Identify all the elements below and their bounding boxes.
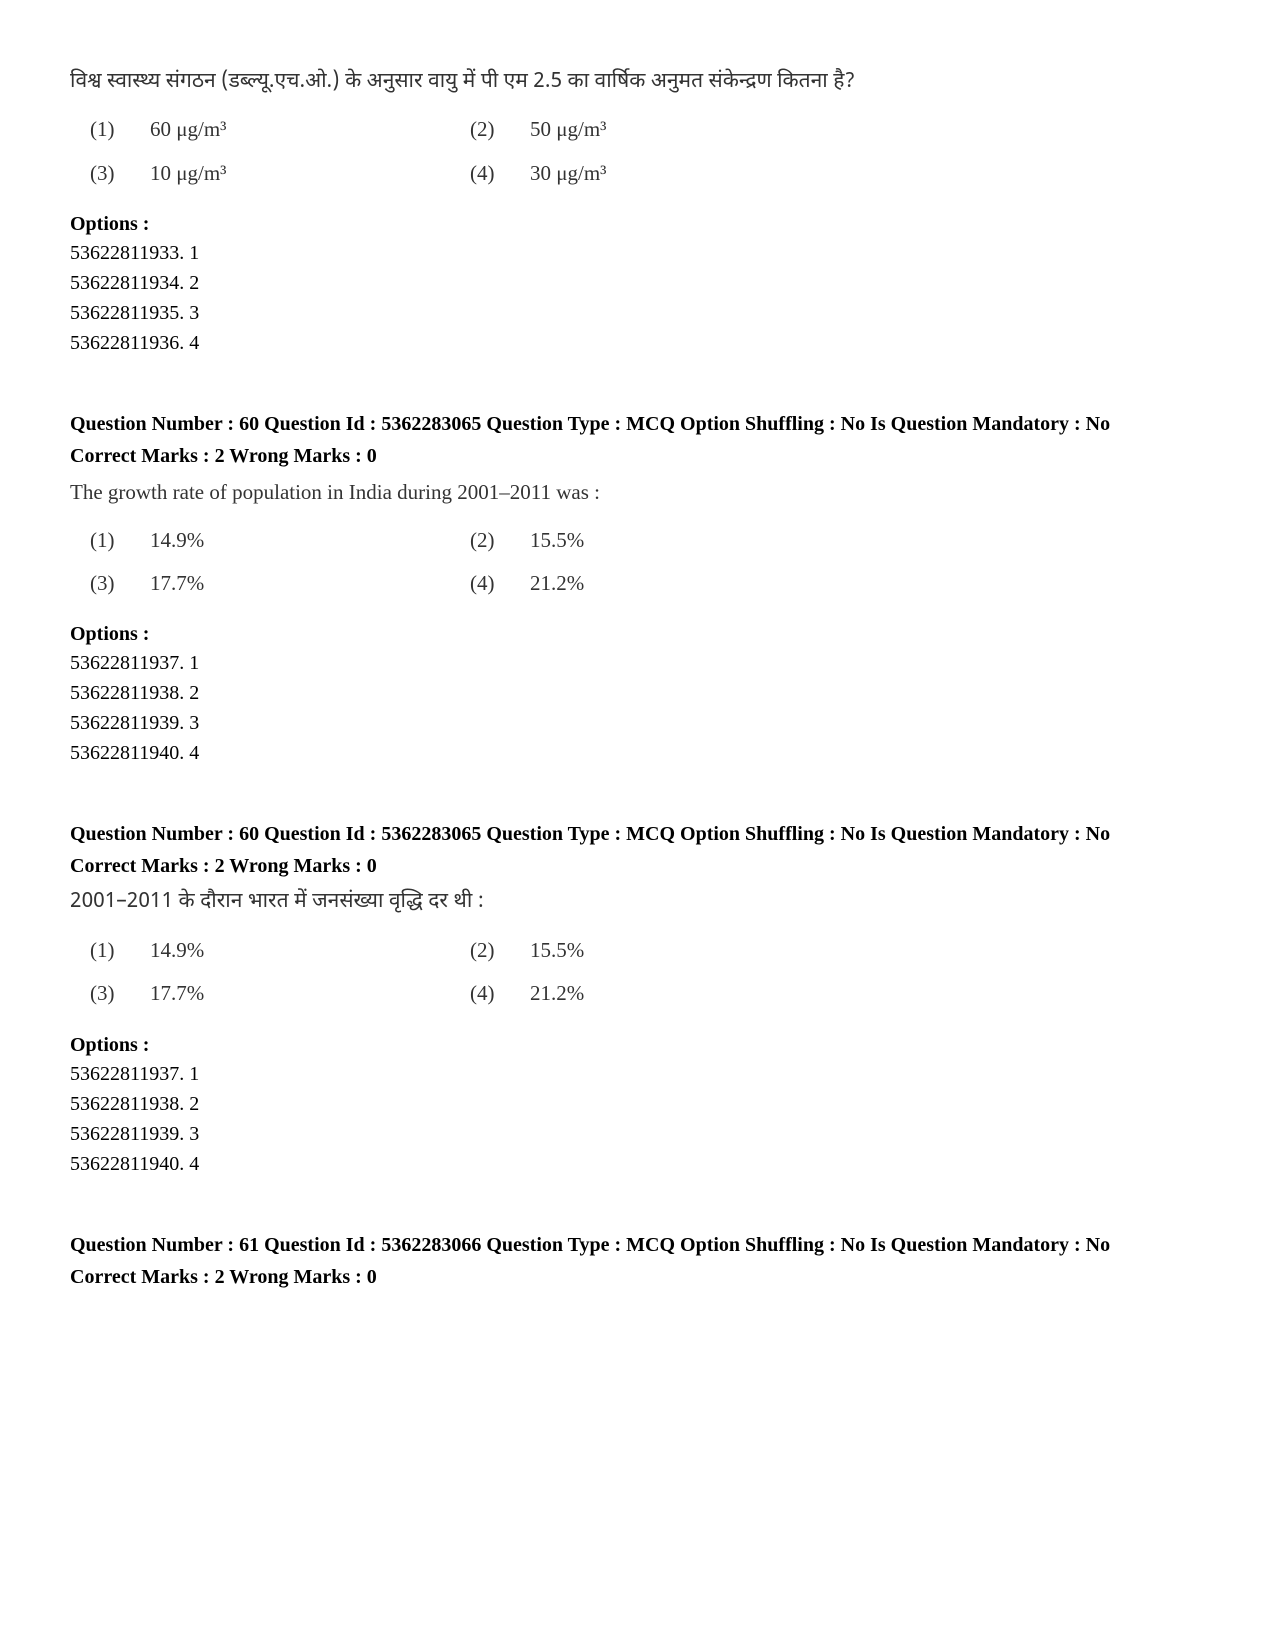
question-marks: Correct Marks : 2 Wrong Marks : 0 [70, 852, 1205, 880]
answer-num-2: (2) [470, 936, 530, 965]
answer-num-3: (3) [90, 159, 150, 188]
question-header: Question Number : 60 Question Id : 53622… [70, 820, 1205, 848]
option-row: 53622811937. 1 [70, 1059, 1205, 1089]
option-row: 53622811937. 1 [70, 648, 1205, 678]
answer-num-2: (2) [470, 526, 530, 555]
answer-val-3: 10 μg/m³ [150, 159, 470, 188]
answer-val-1: 14.9% [150, 526, 470, 555]
question-header: Question Number : 60 Question Id : 53622… [70, 410, 1205, 438]
answer-grid: (1) 60 μg/m³ (2) 50 μg/m³ (3) 10 μg/m³ (… [90, 115, 1205, 188]
option-row: 53622811940. 4 [70, 738, 1205, 768]
option-row: 53622811936. 4 [70, 328, 1205, 358]
options-list: 53622811937. 1 53622811938. 2 5362281193… [70, 648, 1205, 768]
question-text: The growth rate of population in India d… [70, 478, 1205, 507]
question-text-hindi: 2001–2011 के दौरान भारत में जनसंख्या वृद… [70, 888, 1205, 917]
answer-val-2: 50 μg/m³ [530, 115, 850, 144]
answer-num-4: (4) [470, 159, 530, 188]
option-row: 53622811938. 2 [70, 1089, 1205, 1119]
option-row: 53622811938. 2 [70, 678, 1205, 708]
answer-val-3: 17.7% [150, 569, 470, 598]
question-text-hindi: विश्व स्वास्थ्य संगठन (डब्ल्यू.एच.ओ.) के… [70, 68, 1205, 97]
answer-val-2: 15.5% [530, 936, 850, 965]
answer-num-2: (2) [470, 115, 530, 144]
answer-num-3: (3) [90, 569, 150, 598]
options-label: Options : [70, 210, 1205, 238]
answer-num-1: (1) [90, 115, 150, 144]
option-row: 53622811939. 3 [70, 708, 1205, 738]
options-list: 53622811933. 1 53622811934. 2 5362281193… [70, 238, 1205, 358]
option-row: 53622811939. 3 [70, 1119, 1205, 1149]
question-marks: Correct Marks : 2 Wrong Marks : 0 [70, 442, 1205, 470]
answer-val-4: 30 μg/m³ [530, 159, 850, 188]
options-list: 53622811937. 1 53622811938. 2 5362281193… [70, 1059, 1205, 1179]
answer-num-4: (4) [470, 979, 530, 1008]
options-label: Options : [70, 620, 1205, 648]
option-row: 53622811940. 4 [70, 1149, 1205, 1179]
answer-grid: (1) 14.9% (2) 15.5% (3) 17.7% (4) 21.2% [90, 526, 1205, 599]
answer-num-4: (4) [470, 569, 530, 598]
answer-val-2: 15.5% [530, 526, 850, 555]
question-marks: Correct Marks : 2 Wrong Marks : 0 [70, 1263, 1205, 1291]
answer-val-4: 21.2% [530, 979, 850, 1008]
answer-num-3: (3) [90, 979, 150, 1008]
answer-num-1: (1) [90, 936, 150, 965]
answer-val-3: 17.7% [150, 979, 470, 1008]
answer-val-1: 14.9% [150, 936, 470, 965]
answer-val-1: 60 μg/m³ [150, 115, 470, 144]
option-row: 53622811933. 1 [70, 238, 1205, 268]
answer-grid: (1) 14.9% (2) 15.5% (3) 17.7% (4) 21.2% [90, 936, 1205, 1009]
options-label: Options : [70, 1031, 1205, 1059]
answer-num-1: (1) [90, 526, 150, 555]
option-row: 53622811934. 2 [70, 268, 1205, 298]
answer-val-4: 21.2% [530, 569, 850, 598]
option-row: 53622811935. 3 [70, 298, 1205, 328]
question-header: Question Number : 61 Question Id : 53622… [70, 1231, 1205, 1259]
